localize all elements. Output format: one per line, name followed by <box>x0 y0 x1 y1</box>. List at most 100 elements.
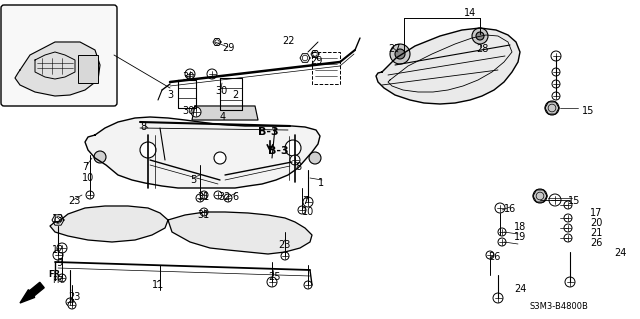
Text: 27: 27 <box>388 44 401 54</box>
Circle shape <box>207 69 217 79</box>
Text: 32: 32 <box>218 192 230 202</box>
Circle shape <box>214 152 226 164</box>
Circle shape <box>196 194 204 202</box>
Text: 7: 7 <box>302 196 308 206</box>
Text: 5: 5 <box>190 175 196 185</box>
Text: 16: 16 <box>504 204 516 214</box>
Circle shape <box>564 214 572 222</box>
Circle shape <box>267 277 277 287</box>
Text: 8: 8 <box>140 122 146 132</box>
Text: 23: 23 <box>68 292 81 302</box>
Text: 19: 19 <box>514 232 526 242</box>
Text: 20: 20 <box>590 218 602 228</box>
Circle shape <box>498 228 506 236</box>
Text: B-3: B-3 <box>258 127 278 137</box>
Circle shape <box>66 298 74 306</box>
Circle shape <box>486 251 494 259</box>
Text: 15: 15 <box>582 106 595 116</box>
Text: 17: 17 <box>590 208 602 218</box>
Circle shape <box>285 140 301 156</box>
Circle shape <box>68 301 76 309</box>
Text: 23: 23 <box>278 240 291 250</box>
Circle shape <box>472 28 488 44</box>
Text: 26: 26 <box>488 252 500 262</box>
Circle shape <box>476 32 484 40</box>
Circle shape <box>390 44 410 64</box>
Polygon shape <box>168 212 312 254</box>
Text: 24: 24 <box>614 248 627 258</box>
Circle shape <box>281 252 289 260</box>
Text: 13: 13 <box>52 214 64 224</box>
Text: 26: 26 <box>590 238 602 248</box>
Text: 24: 24 <box>514 284 526 294</box>
Circle shape <box>86 191 94 199</box>
Text: 14: 14 <box>464 8 476 18</box>
Text: 18: 18 <box>514 222 526 232</box>
Text: S3M3-B4800B: S3M3-B4800B <box>530 302 589 311</box>
Text: 4: 4 <box>220 112 226 122</box>
Text: 12: 12 <box>52 245 65 255</box>
Circle shape <box>140 142 156 158</box>
Text: 22: 22 <box>282 36 294 46</box>
Circle shape <box>395 49 405 59</box>
Circle shape <box>224 194 232 202</box>
Circle shape <box>185 69 195 79</box>
Circle shape <box>57 243 67 253</box>
Text: 29: 29 <box>222 43 234 53</box>
Circle shape <box>214 191 222 199</box>
Circle shape <box>552 68 560 76</box>
Circle shape <box>94 151 106 163</box>
Text: 21: 21 <box>590 228 602 238</box>
Polygon shape <box>15 42 100 96</box>
Text: 31: 31 <box>197 192 209 202</box>
Circle shape <box>533 189 547 203</box>
FancyBboxPatch shape <box>1 5 117 106</box>
Polygon shape <box>192 106 258 120</box>
Circle shape <box>552 92 560 100</box>
Polygon shape <box>376 28 520 104</box>
Text: 23: 23 <box>68 196 81 206</box>
Circle shape <box>290 155 300 165</box>
Text: 1: 1 <box>318 178 324 188</box>
Text: 30: 30 <box>215 86 227 96</box>
Circle shape <box>200 191 208 199</box>
Circle shape <box>303 197 313 207</box>
Polygon shape <box>85 117 320 188</box>
Circle shape <box>200 208 208 216</box>
Polygon shape <box>50 206 168 242</box>
Circle shape <box>565 277 575 287</box>
Text: 25: 25 <box>268 272 280 282</box>
Text: 3: 3 <box>167 90 173 100</box>
Text: 29: 29 <box>310 56 323 66</box>
Bar <box>312 52 340 84</box>
Circle shape <box>495 203 505 213</box>
Circle shape <box>564 234 572 242</box>
Circle shape <box>545 101 559 115</box>
Circle shape <box>564 201 572 209</box>
Text: 10: 10 <box>82 173 94 183</box>
Text: 30: 30 <box>182 72 195 82</box>
Circle shape <box>58 274 66 282</box>
Text: B-3: B-3 <box>268 146 289 156</box>
FancyArrow shape <box>20 282 44 303</box>
Text: 2: 2 <box>232 90 238 100</box>
Text: 6: 6 <box>232 192 238 202</box>
Text: 30: 30 <box>182 106 195 116</box>
Circle shape <box>53 250 63 260</box>
Text: 9: 9 <box>56 258 62 268</box>
Text: 28: 28 <box>476 44 488 54</box>
Circle shape <box>549 194 561 206</box>
Text: 31: 31 <box>197 210 209 220</box>
Circle shape <box>564 224 572 232</box>
Circle shape <box>551 51 561 61</box>
Circle shape <box>304 281 312 289</box>
Text: 10: 10 <box>302 207 314 217</box>
Circle shape <box>552 80 560 88</box>
Circle shape <box>298 206 306 214</box>
Text: 8: 8 <box>295 162 301 172</box>
Circle shape <box>309 152 321 164</box>
Text: 7: 7 <box>82 162 88 172</box>
Circle shape <box>493 293 503 303</box>
Text: FR.: FR. <box>48 270 63 279</box>
Text: 11: 11 <box>152 280 164 290</box>
